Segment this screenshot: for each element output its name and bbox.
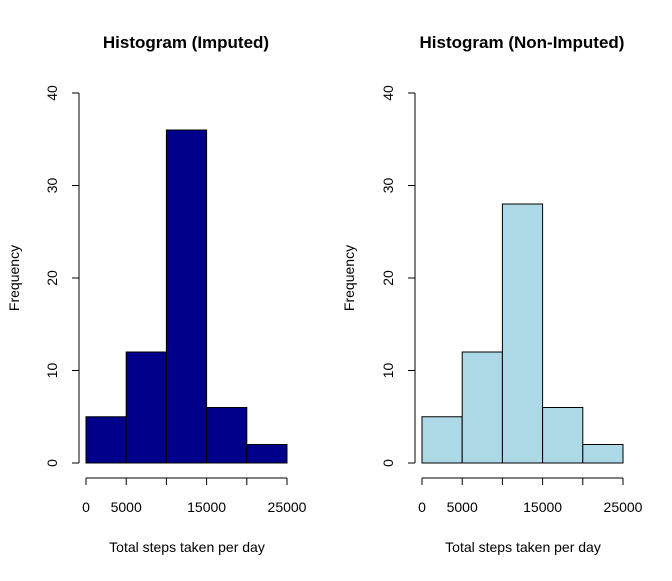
panel-imputed: Histogram (Imputed) Total steps taken pe…	[6, 33, 307, 555]
y-tick-label-imputed: 20	[44, 270, 60, 286]
histogram-bar-imputed	[246, 444, 288, 464]
y-axis-label-non-imputed: Frequency	[341, 245, 357, 311]
y-tick-label-non-imputed: 10	[380, 363, 396, 379]
y-tick-label-non-imputed: 30	[380, 178, 396, 194]
x-tick-label-imputed: 0	[82, 499, 90, 515]
x-axis-label-non-imputed: Total steps taken per day	[445, 539, 601, 555]
y-tick-label-non-imputed: 0	[380, 459, 396, 467]
histogram-bar-non-imputed	[501, 203, 544, 464]
histogram-bar-non-imputed	[461, 351, 503, 464]
x-tick-label-imputed: 25000	[268, 499, 307, 515]
x-tick-label-non-imputed: 25000	[604, 499, 643, 515]
histogram-bar-imputed	[85, 416, 127, 464]
x-axis-label-imputed: Total steps taken per day	[109, 539, 265, 555]
histogram-bar-imputed	[206, 407, 248, 464]
histogram-bar-imputed	[165, 129, 208, 464]
x-tick-label-imputed: 15000	[187, 499, 226, 515]
y-tick-label-imputed: 30	[44, 178, 60, 194]
histogram-bar-non-imputed	[582, 444, 624, 464]
y-tick-label-non-imputed: 20	[380, 270, 396, 286]
x-tick-label-non-imputed: 15000	[523, 499, 562, 515]
histogram-bar-imputed	[125, 351, 167, 464]
x-tick-label-imputed: 5000	[111, 499, 142, 515]
y-tick-label-imputed: 0	[44, 459, 60, 467]
y-axis-label-imputed: Frequency	[6, 245, 22, 311]
chart-title-non-imputed: Histogram (Non-Imputed)	[420, 33, 625, 52]
y-tick-label-non-imputed: 40	[380, 85, 396, 101]
x-tick-label-non-imputed: 0	[418, 499, 426, 515]
chart-title-imputed: Histogram (Imputed)	[103, 33, 269, 52]
panel-non-imputed: Histogram (Non-Imputed) Total steps take…	[341, 33, 643, 555]
x-tick-label-non-imputed: 5000	[447, 499, 478, 515]
histogram-bar-non-imputed	[542, 407, 584, 464]
y-tick-label-imputed: 40	[44, 85, 60, 101]
histogram-bar-non-imputed	[421, 416, 463, 464]
y-tick-label-imputed: 10	[44, 363, 60, 379]
